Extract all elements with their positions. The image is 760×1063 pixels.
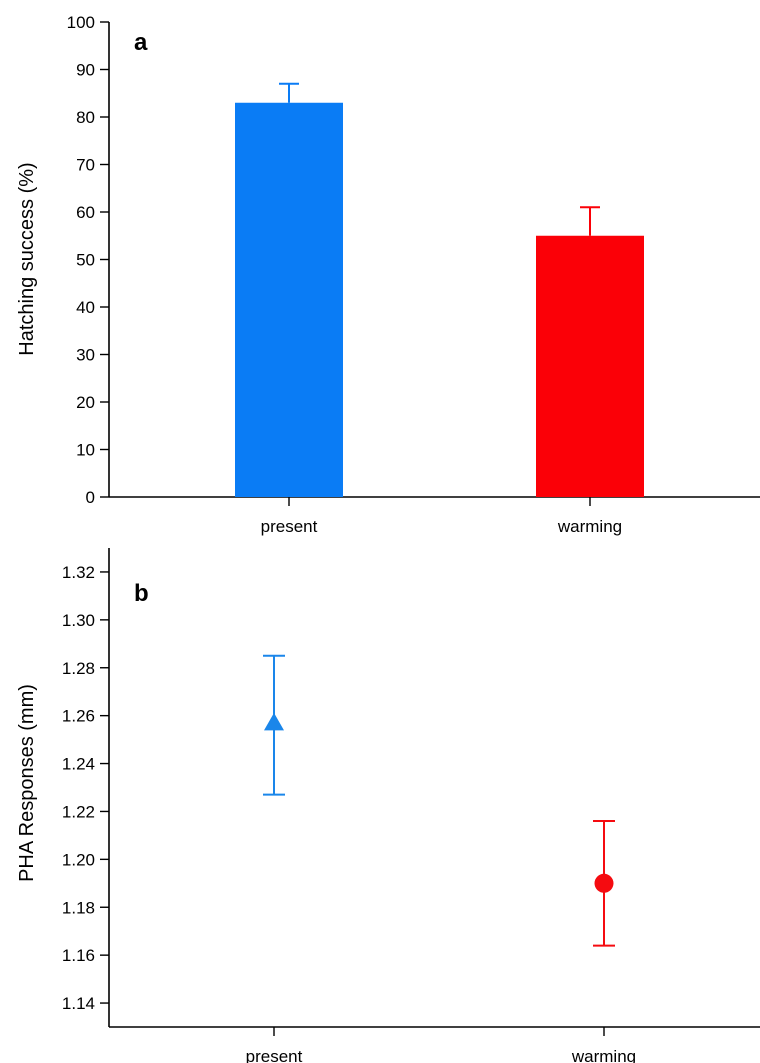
y-tick-label: 0 (86, 488, 95, 507)
point-present (264, 712, 284, 731)
y-tick-label: 40 (76, 298, 95, 317)
y-tick-label: 100 (67, 13, 95, 32)
y-tick-label: 1.28 (62, 659, 95, 678)
y-tick-label: 70 (76, 156, 95, 175)
panel-b-y-axis-title: PHA Responses (mm) (16, 684, 38, 882)
panel-b-pha-responses: b PHA Responses (mm) 1.14 1.16 1.18 1.20 1.2… (16, 548, 760, 1063)
y-tick-label: 1.20 (62, 850, 95, 869)
x-tick-label-present: present (261, 517, 318, 536)
y-tick-label: 1.16 (62, 946, 95, 965)
y-tick-label: 1.22 (62, 802, 95, 821)
panel-b-marks: 1.14 1.16 1.18 1.20 1.22 1.24 1.26 1.28 1.30 1.32… (62, 548, 760, 1063)
x-tick-label-warming: warming (557, 517, 622, 536)
y-tick-label: 80 (76, 108, 95, 127)
y-tick-label: 1.24 (62, 755, 95, 774)
y-tick-label: 30 (76, 346, 95, 365)
y-tick-label: 1.30 (62, 611, 95, 630)
y-tick-label: 60 (76, 203, 95, 222)
panel-a-label: a (134, 29, 148, 56)
bar-warming (536, 235, 644, 497)
panel-a-marks: 0 10 20 30 40 50 60 70 80 90 100 present warming (67, 13, 760, 536)
point-warming (594, 873, 614, 893)
y-tick-label: 1.18 (62, 898, 95, 917)
y-tick-label: 50 (76, 251, 95, 270)
y-tick-label: 1.26 (62, 707, 95, 726)
panel-a-hatching-success: a Hatching success (%) 0 10 20 30 40 50 60 70 80… (16, 13, 760, 536)
panel-a-y-axis-title: Hatching success (%) (16, 162, 38, 355)
x-tick-label-present: present (246, 1047, 303, 1063)
panel-b-label: b (134, 580, 149, 607)
x-tick-label-warming: warming (571, 1047, 636, 1063)
y-tick-label: 90 (76, 61, 95, 80)
y-tick-label: 10 (76, 441, 95, 460)
y-tick-label: 20 (76, 393, 95, 412)
y-tick-label: 1.32 (62, 563, 95, 582)
y-tick-label: 1.14 (62, 994, 95, 1013)
bar-present (235, 102, 343, 497)
